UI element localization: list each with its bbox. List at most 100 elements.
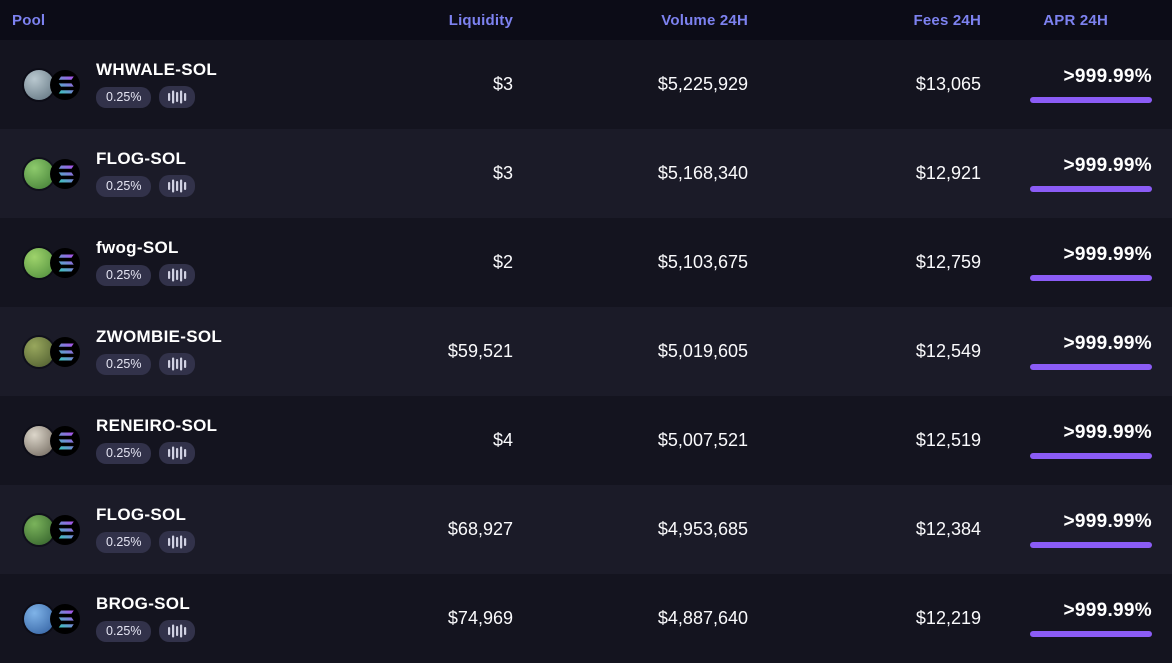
fee-badge: 0.25%: [96, 264, 152, 286]
volume-value: $4,953,685: [657, 519, 748, 539]
pool-badges: 0.25%: [96, 353, 222, 375]
fee-badge: 0.25%: [96, 86, 152, 108]
liquidity-value: $2: [492, 252, 513, 272]
fee-badge: 0.25%: [96, 175, 152, 197]
apr-progress-bar: [1030, 186, 1152, 192]
pool-badges: 0.25%: [96, 175, 196, 197]
token-avatar-icon: [24, 247, 54, 278]
pool-name: WHWALE-SOL: [96, 60, 218, 79]
liquidity-value: $59,521: [447, 341, 513, 361]
token-avatar-icon: [24, 514, 54, 545]
solana-icon: [50, 514, 80, 545]
fees-value: $12,759: [915, 252, 981, 272]
pool-badges: 0.25%: [96, 86, 217, 108]
pool-badges: 0.25%: [96, 264, 196, 286]
apr-cell: >999.99%: [981, 600, 1172, 637]
vertical-bars-icon: [168, 624, 187, 638]
apr-cell: >999.99%: [981, 422, 1172, 459]
volume-value: $5,007,521: [657, 430, 748, 450]
token-avatar-icon: [24, 603, 54, 634]
token-pair-icons: [24, 603, 82, 635]
pool-cell: BROG-SOL 0.25%: [0, 595, 360, 642]
col-header-volume[interactable]: Volume 24H: [661, 11, 748, 29]
apr-value: >999.99%: [1063, 511, 1152, 532]
apr-cell: >999.99%: [981, 155, 1172, 192]
solana-icon: [50, 603, 80, 634]
col-header-pool[interactable]: Pool: [12, 11, 46, 29]
fees-value: $12,921: [915, 163, 981, 183]
pool-badges: 0.25%: [96, 531, 196, 553]
col-header-fees[interactable]: Fees 24H: [913, 11, 981, 29]
solana-icon: [50, 158, 80, 189]
pool-row[interactable]: BROG-SOL 0.25% $74,969 $4,887: [0, 574, 1172, 663]
liquidity-value: $4: [492, 430, 513, 450]
apr-cell: >999.99%: [981, 66, 1172, 103]
col-header-liquidity[interactable]: Liquidity: [448, 11, 513, 29]
apr-value: >999.99%: [1063, 333, 1152, 354]
pool-row[interactable]: WHWALE-SOL 0.25% $3 $5,225,92: [0, 40, 1172, 129]
pool-info: fwog-SOL 0.25%: [96, 238, 196, 286]
bin-step-badge: [159, 442, 196, 464]
fees-value: $13,065: [915, 74, 981, 94]
apr-progress-bar: [1030, 275, 1152, 281]
pool-name: ZWOMBIE-SOL: [96, 327, 223, 346]
pool-name: BROG-SOL: [96, 594, 191, 613]
pool-info: BROG-SOL 0.25%: [96, 594, 196, 642]
fee-badge: 0.25%: [96, 442, 152, 464]
fee-badge: 0.25%: [96, 620, 152, 642]
fees-value: $12,519: [915, 430, 981, 450]
pool-row[interactable]: fwog-SOL 0.25% $2 $5,103,675: [0, 218, 1172, 307]
apr-progress-bar: [1030, 453, 1152, 459]
apr-progress-bar: [1030, 542, 1152, 548]
pool-name: FLOG-SOL: [96, 505, 187, 524]
liquidity-value: $3: [492, 74, 513, 94]
volume-value: $5,168,340: [657, 163, 748, 183]
bin-step-badge: [159, 531, 196, 553]
pool-name: fwog-SOL: [96, 238, 179, 257]
token-avatar-icon: [24, 69, 54, 100]
token-avatar-icon: [24, 425, 54, 456]
fees-value: $12,384: [915, 519, 981, 539]
fees-value: $12,219: [915, 608, 981, 628]
pool-row[interactable]: RENEIRO-SOL 0.25% $4 $5,007,5: [0, 396, 1172, 485]
bin-step-badge: [159, 86, 196, 108]
vertical-bars-icon: [168, 446, 187, 460]
solana-icon: [50, 336, 80, 367]
apr-cell: >999.99%: [981, 333, 1172, 370]
token-avatar-icon: [24, 336, 54, 367]
pool-row[interactable]: ZWOMBIE-SOL 0.25% $59,521 $5,: [0, 307, 1172, 396]
pool-cell: WHWALE-SOL 0.25%: [0, 61, 360, 108]
liquidity-value: $68,927: [447, 519, 513, 539]
pool-name: RENEIRO-SOL: [96, 416, 218, 435]
pool-info: FLOG-SOL 0.25%: [96, 505, 196, 553]
token-pair-icons: [24, 425, 82, 457]
apr-value: >999.99%: [1063, 244, 1152, 265]
liquidity-value: $74,969: [447, 608, 513, 628]
token-pair-icons: [24, 247, 82, 279]
col-header-apr[interactable]: APR 24H: [1043, 11, 1108, 29]
apr-value: >999.99%: [1063, 66, 1152, 87]
pool-info: RENEIRO-SOL 0.25%: [96, 417, 217, 464]
apr-progress-bar: [1030, 631, 1152, 637]
apr-progress-bar: [1030, 97, 1152, 103]
bin-step-badge: [159, 353, 196, 375]
table-header: Pool Liquidity Volume 24H Fees 24H APR 2…: [0, 0, 1172, 40]
solana-icon: [50, 247, 80, 278]
token-pair-icons: [24, 336, 82, 368]
token-pair-icons: [24, 158, 82, 190]
pool-name: FLOG-SOL: [96, 149, 187, 168]
volume-value: $5,103,675: [657, 252, 748, 272]
apr-progress-bar: [1030, 364, 1152, 370]
pool-row[interactable]: FLOG-SOL 0.25% $3 $5,168,340: [0, 129, 1172, 218]
pool-row[interactable]: FLOG-SOL 0.25% $68,927 $4,953: [0, 485, 1172, 574]
volume-value: $5,225,929: [657, 74, 748, 94]
pool-info: FLOG-SOL 0.25%: [96, 149, 196, 197]
apr-cell: >999.99%: [981, 511, 1172, 548]
token-pair-icons: [24, 514, 82, 546]
pool-cell: FLOG-SOL 0.25%: [0, 150, 360, 197]
pool-badges: 0.25%: [96, 620, 196, 642]
vertical-bars-icon: [168, 179, 187, 193]
bin-step-badge: [159, 175, 196, 197]
apr-value: >999.99%: [1063, 155, 1152, 176]
